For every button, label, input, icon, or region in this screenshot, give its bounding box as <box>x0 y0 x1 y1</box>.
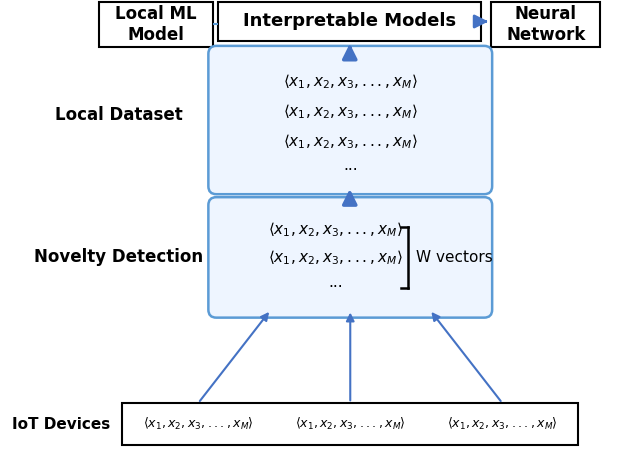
Text: Neural
Network: Neural Network <box>506 5 586 44</box>
Text: $\langle x_1, x_2, x_3, ..., x_M \rangle$: $\langle x_1, x_2, x_3, ..., x_M \rangle… <box>283 102 418 121</box>
Text: $\langle x_1, x_2, x_3, ..., x_M \rangle$: $\langle x_1, x_2, x_3, ..., x_M \rangle… <box>295 416 406 432</box>
Text: $\langle x_1, x_2, x_3, ..., x_M \rangle$: $\langle x_1, x_2, x_3, ..., x_M \rangle… <box>283 72 418 91</box>
Text: Local ML
Model: Local ML Model <box>115 5 197 44</box>
Text: ...: ... <box>343 158 358 173</box>
Text: $\langle x_1, x_2, x_3, ..., x_M \rangle$: $\langle x_1, x_2, x_3, ..., x_M \rangle… <box>283 132 418 151</box>
Text: $\langle x_1, x_2, x_3, ..., x_M \rangle$: $\langle x_1, x_2, x_3, ..., x_M \rangle… <box>268 221 403 239</box>
Bar <box>491 2 600 47</box>
FancyBboxPatch shape <box>209 46 492 194</box>
Text: ...: ... <box>328 275 342 290</box>
Text: Local Dataset: Local Dataset <box>55 106 183 124</box>
Text: Interpretable Models: Interpretable Models <box>243 12 456 31</box>
Bar <box>218 2 481 41</box>
Text: $\langle x_1, x_2, x_3, ..., x_M \rangle$: $\langle x_1, x_2, x_3, ..., x_M \rangle… <box>143 416 253 432</box>
Text: W vectors: W vectors <box>416 250 493 265</box>
Text: IoT Devices: IoT Devices <box>12 417 111 432</box>
Bar <box>122 403 579 445</box>
Bar <box>99 2 213 47</box>
FancyBboxPatch shape <box>209 197 492 318</box>
Text: Novelty Detection: Novelty Detection <box>35 249 204 266</box>
Text: $\langle x_1, x_2, x_3, ..., x_M \rangle$: $\langle x_1, x_2, x_3, ..., x_M \rangle… <box>447 416 558 432</box>
Text: $\langle x_1, x_2, x_3, ..., x_M \rangle$: $\langle x_1, x_2, x_3, ..., x_M \rangle… <box>268 249 403 267</box>
